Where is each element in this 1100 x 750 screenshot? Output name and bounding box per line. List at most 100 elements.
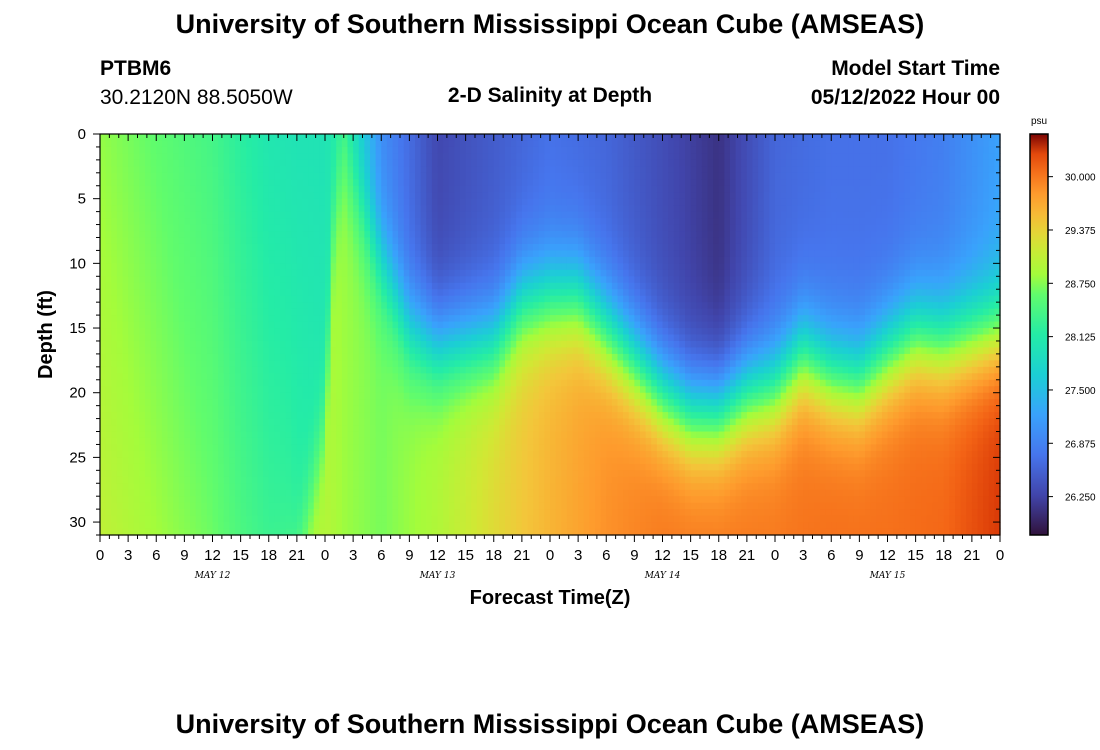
heatmap-cell <box>544 159 551 167</box>
heatmap-cell <box>313 282 320 290</box>
heatmap-cell <box>240 515 247 523</box>
heatmap-cell <box>319 425 326 433</box>
heatmap-cell <box>150 386 157 394</box>
heatmap-cell <box>218 392 225 400</box>
heatmap-cell <box>341 373 349 381</box>
heatmap-cell <box>274 276 281 284</box>
heatmap-cell <box>499 289 506 297</box>
heatmap-cell <box>471 386 478 394</box>
heatmap-cell <box>263 211 270 219</box>
heatmap-cell <box>291 289 298 297</box>
heatmap-cell <box>426 425 433 433</box>
heatmap-cell <box>482 399 489 407</box>
heatmap-cell <box>145 263 152 271</box>
heatmap-cell <box>257 366 264 374</box>
heatmap-cell <box>398 412 405 420</box>
heatmap-cell <box>381 405 388 413</box>
heatmap-cell <box>448 166 455 174</box>
heatmap-cell <box>274 418 281 426</box>
heatmap-cell <box>156 153 163 161</box>
heatmap-cell <box>364 373 371 381</box>
heatmap-cell <box>471 515 478 523</box>
heatmap-cell <box>409 502 416 510</box>
heatmap-cell <box>538 211 545 219</box>
heatmap-cell <box>161 379 169 387</box>
heatmap-cell <box>246 431 253 439</box>
heatmap-cell <box>257 321 264 329</box>
heatmap-cell <box>116 256 124 264</box>
heatmap-cell <box>471 392 478 400</box>
heatmap-cell <box>218 431 225 439</box>
heatmap-cell <box>448 205 455 213</box>
heatmap-cell <box>100 425 107 433</box>
heatmap-cell <box>280 431 287 439</box>
heatmap-cell <box>392 250 399 258</box>
heatmap-cell <box>454 522 461 530</box>
heatmap-cell <box>139 347 146 355</box>
heatmap-cell <box>409 450 416 458</box>
heatmap-cell <box>527 269 534 277</box>
heatmap-cell <box>476 470 484 478</box>
heatmap-cell <box>465 250 472 258</box>
heatmap-cell <box>167 256 174 264</box>
heatmap-cell <box>471 172 478 180</box>
heatmap-cell <box>156 476 163 484</box>
heatmap-cell <box>206 431 214 439</box>
heatmap-cell <box>375 444 382 452</box>
heatmap-cell <box>235 340 242 349</box>
heatmap-cell <box>420 172 427 180</box>
heatmap-cell <box>100 231 107 239</box>
heatmap-cell <box>403 496 410 504</box>
heatmap-cell <box>398 185 405 193</box>
heatmap-cell <box>386 321 394 329</box>
heatmap-cell <box>336 315 343 323</box>
heatmap-cell <box>370 515 377 523</box>
heatmap-cell <box>353 412 360 420</box>
heatmap-cell <box>308 231 315 239</box>
heatmap-cell <box>111 360 118 368</box>
heatmap-cell <box>409 457 416 465</box>
heatmap-cell <box>122 198 129 206</box>
heatmap-cell <box>313 263 320 271</box>
heatmap-cell <box>133 224 140 232</box>
heatmap-cell <box>161 431 169 439</box>
heatmap-cell <box>353 192 360 200</box>
heatmap-cell <box>341 515 349 523</box>
heatmap-cell <box>364 392 371 400</box>
heatmap-cell <box>381 231 388 239</box>
heatmap-cell <box>420 470 427 478</box>
heatmap-cell <box>510 340 517 349</box>
heatmap-cell <box>285 166 292 174</box>
heatmap-cell <box>212 418 219 426</box>
heatmap-cell <box>386 198 394 206</box>
heatmap-cell <box>358 360 365 368</box>
heatmap-cell <box>330 373 337 381</box>
heatmap-cell <box>488 463 495 471</box>
heatmap-cell <box>516 418 523 426</box>
heatmap-cell <box>521 328 529 336</box>
heatmap-cell <box>516 256 523 264</box>
heatmap-cell <box>133 289 140 297</box>
heatmap-cell <box>544 392 551 400</box>
heatmap-cell <box>527 179 534 187</box>
heatmap-cell <box>510 496 517 504</box>
heatmap-cell <box>325 457 332 465</box>
heatmap-cell <box>409 205 416 213</box>
heatmap-cell <box>499 405 506 413</box>
heatmap-cell <box>347 360 354 368</box>
heatmap-cell <box>319 256 326 264</box>
heatmap-cell <box>482 418 489 426</box>
heatmap-cell <box>370 470 377 478</box>
heatmap-cell <box>409 509 416 517</box>
heatmap-cell <box>448 256 455 264</box>
heatmap-cell <box>285 476 292 484</box>
heatmap-cell <box>499 185 506 193</box>
heatmap-cell <box>521 418 529 426</box>
heatmap-cell <box>128 166 135 174</box>
heatmap-cell <box>544 269 551 277</box>
heatmap-cell <box>116 412 124 420</box>
heatmap-cell <box>465 418 472 426</box>
heatmap-cell <box>527 463 534 471</box>
heatmap-cell <box>358 528 365 536</box>
heatmap-cell <box>544 425 551 433</box>
